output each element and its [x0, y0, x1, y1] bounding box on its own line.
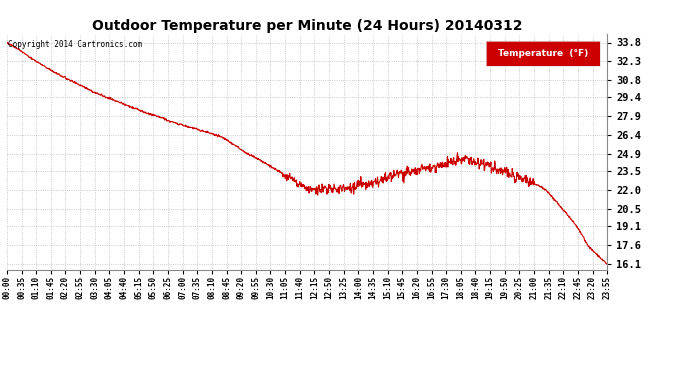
Text: Temperature  (°F): Temperature (°F) [498, 49, 589, 58]
Text: Copyright 2014 Cartronics.com: Copyright 2014 Cartronics.com [8, 40, 142, 49]
Title: Outdoor Temperature per Minute (24 Hours) 20140312: Outdoor Temperature per Minute (24 Hours… [92, 19, 522, 33]
